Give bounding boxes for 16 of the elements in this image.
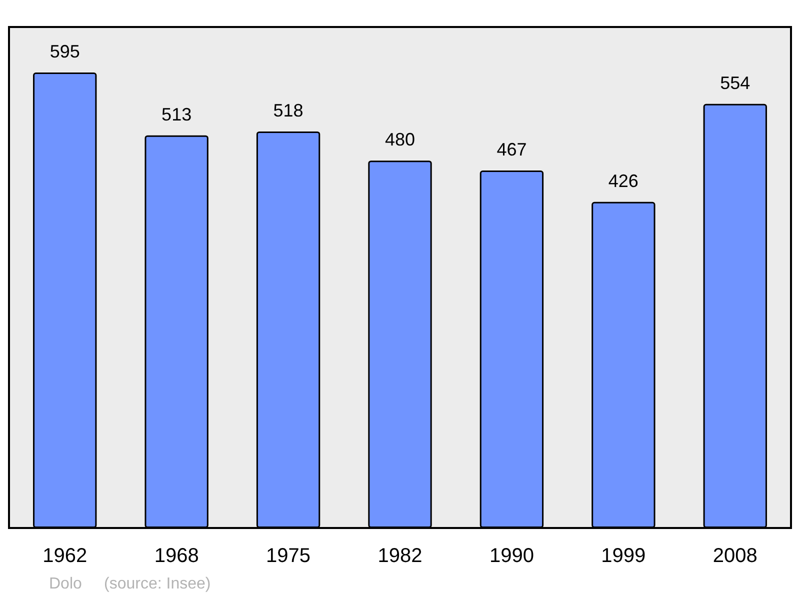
data-label: 518 [273, 100, 304, 120]
x-tick-label: 2008 [712, 545, 758, 567]
x-tick-label: 1990 [489, 545, 534, 567]
text: Dolo [49, 576, 82, 592]
data-label: 554 [720, 72, 750, 93]
x-tick-label: 1975 [266, 545, 311, 567]
data-label: 480 [384, 130, 416, 150]
x-tick-label: 1999 [601, 545, 646, 567]
x-tick-label: 1962 [42, 545, 88, 567]
text: (source: Insee) [104, 576, 211, 592]
data-label: 513 [162, 104, 192, 124]
data-label: 467 [496, 140, 527, 160]
x-tick-label: 1968 [154, 545, 199, 567]
data-label: 426 [608, 170, 638, 191]
x-tick-label: 1982 [378, 545, 422, 567]
data-label: 595 [50, 42, 80, 62]
